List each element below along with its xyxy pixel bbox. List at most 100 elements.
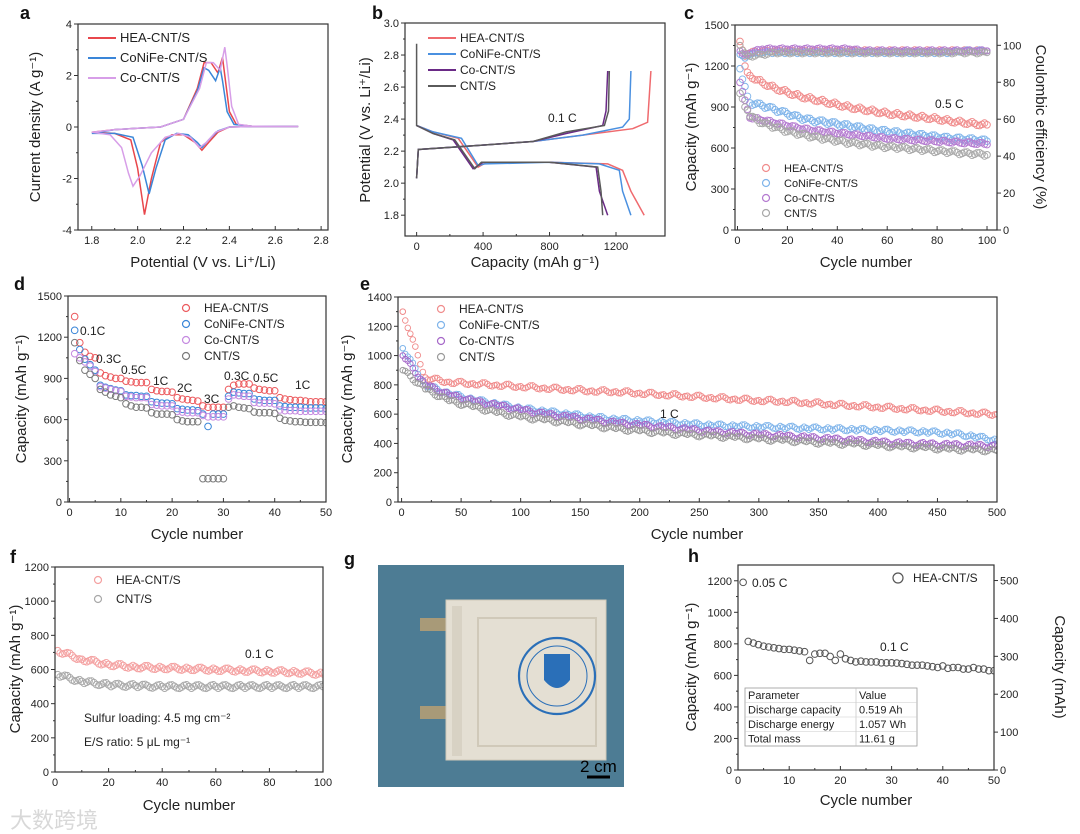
legend-item: CoNiFe-CNT/S — [88, 50, 208, 65]
interp-point — [738, 87, 747, 96]
interp-point — [581, 420, 589, 428]
data-point — [846, 656, 855, 665]
x-axis: 0 20 40 60 80 100 — [52, 768, 332, 789]
interp-point — [99, 679, 108, 687]
interp-point — [880, 125, 889, 134]
interp-point — [734, 397, 741, 404]
annotation: 3C — [204, 392, 220, 406]
interp-point — [455, 377, 462, 385]
x-tick-label: 20 — [102, 777, 114, 789]
x-axis: 0 20 40 60 80 100 — [734, 226, 996, 247]
x-tick-label: 30 — [217, 507, 229, 519]
y-tick-label: 800 — [374, 380, 392, 392]
data-point — [185, 664, 193, 673]
annotation: 1 C — [660, 407, 679, 421]
interp-point — [823, 134, 832, 142]
data-point — [193, 417, 202, 426]
data-point — [188, 417, 197, 426]
data-point — [821, 118, 829, 126]
data-point — [964, 665, 973, 673]
interp-point — [574, 385, 582, 392]
data-point — [188, 396, 197, 405]
data-point — [870, 126, 879, 135]
interp-point — [853, 439, 860, 447]
interp-point — [738, 421, 746, 428]
y-tick-label: 600 — [714, 670, 732, 682]
y-tick-label: -4 — [62, 225, 72, 237]
plot-frame — [54, 566, 324, 773]
data-point — [265, 682, 274, 691]
panel-c-chart: 0 20 40 60 80 100 0 300 600 900 1200 1500 0 20 40 60 80 1… — [683, 20, 1049, 271]
interp-point — [756, 99, 764, 108]
data-point — [770, 643, 778, 652]
x-tick-label: 2.0 — [130, 235, 145, 247]
data-point — [158, 410, 166, 418]
y-tick-label: 0 — [723, 225, 729, 237]
interp-point — [766, 121, 774, 130]
interp-point — [885, 142, 894, 150]
y-right-axis-label: Capacity (mAh) — [1051, 615, 1068, 718]
data-point — [229, 391, 238, 399]
data-point — [127, 402, 135, 410]
data-point — [958, 139, 966, 148]
interp-point — [896, 405, 903, 412]
interp-point — [715, 420, 722, 428]
interp-point — [204, 683, 213, 691]
data-point — [276, 414, 284, 423]
data-point — [771, 105, 779, 114]
data-point — [862, 658, 870, 666]
interp-point — [246, 681, 254, 689]
interp-point — [885, 111, 894, 119]
interp-point — [891, 405, 898, 413]
data-point — [214, 474, 223, 483]
ce-interp-point — [754, 50, 761, 58]
y-tick-label: 200 — [374, 468, 392, 480]
x-tick-label: 1200 — [604, 241, 628, 253]
interp-point — [515, 383, 522, 390]
interp-point — [843, 439, 851, 447]
data-point — [240, 404, 248, 412]
data-point — [317, 418, 325, 427]
data-point — [137, 393, 146, 402]
annotation: 0.5C — [121, 363, 147, 377]
data-point — [70, 312, 79, 321]
interp-point — [884, 402, 891, 410]
x-tick-label: 40 — [156, 777, 168, 789]
x-tick-label: 400 — [474, 241, 492, 253]
ce-interp-point — [828, 48, 836, 56]
data-point — [137, 403, 146, 412]
interp-point — [700, 394, 708, 402]
table-cell: Total mass — [748, 734, 801, 746]
interp-point — [538, 384, 546, 392]
interp-point — [805, 437, 813, 444]
legend-swatch — [436, 336, 446, 346]
x-tick-label: 400 — [869, 507, 887, 519]
annotation: 1C — [295, 378, 311, 392]
interp-point — [270, 683, 279, 691]
interp-point — [824, 400, 832, 408]
interp-point — [138, 680, 147, 689]
interp-point — [114, 660, 123, 668]
interp-point — [686, 430, 694, 437]
interp-point — [414, 351, 422, 359]
y-tick-label: 900 — [711, 102, 729, 114]
legend-item: CNT/S — [761, 208, 817, 220]
x-tick-label: 2.8 — [313, 235, 328, 247]
data-point — [845, 103, 854, 111]
y-tick-label: 200 — [714, 733, 732, 745]
data-point — [990, 666, 994, 675]
y-right-tick-label: 80 — [1003, 77, 1015, 89]
y-tick-label: 1500 — [705, 20, 729, 32]
interp-point — [170, 682, 179, 690]
interp-point — [772, 435, 779, 443]
interp-point — [818, 95, 827, 104]
interp-point — [751, 76, 759, 84]
interp-point — [861, 139, 869, 148]
interp-point — [877, 441, 884, 448]
interp-point — [280, 667, 288, 676]
interp-point — [146, 663, 154, 671]
interp-point — [550, 383, 558, 391]
data-point — [86, 370, 94, 379]
table-header: Parameter — [748, 690, 800, 702]
annotation: 0.3C — [96, 352, 122, 366]
